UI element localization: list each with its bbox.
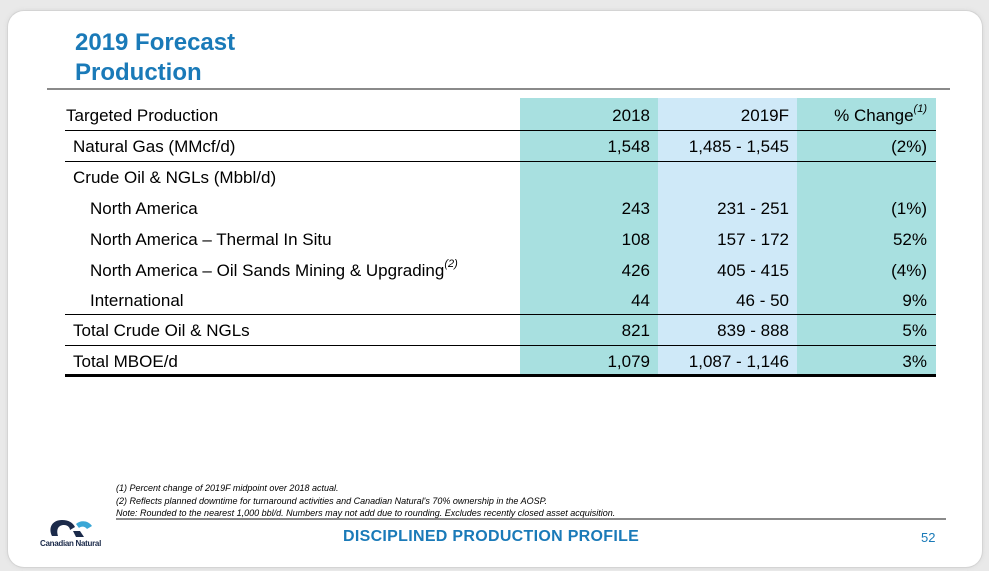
- column-2019f-shading: [658, 98, 797, 376]
- header-pct-change: % Change(1): [797, 103, 927, 126]
- table-row: Crude Oil & NGLs (Mbbl/d): [65, 162, 936, 192]
- column-change-shading: [797, 98, 936, 376]
- cell-2019f: 1,087 - 1,146: [688, 352, 789, 371]
- table-row: Total MBOE/d 1,079 1,087 - 1,146 3%: [65, 346, 936, 376]
- cell-2019f: 231 - 251: [717, 199, 789, 218]
- footnote-note: Note: Rounded to the nearest 1,000 bbl/d…: [116, 508, 616, 518]
- table-row: North America 243 231 - 251 (1%): [65, 193, 936, 223]
- footer-title: DISCIPLINED PRODUCTION PROFILE: [343, 528, 640, 545]
- page-number: 52: [921, 530, 936, 545]
- column-2018-shading: [520, 98, 658, 376]
- logo-wordmark: Canadian Natural: [40, 539, 101, 548]
- cell-pct-change: (2%): [891, 137, 927, 156]
- title-line-2: Production: [75, 59, 202, 86]
- cell-2018: 426: [621, 261, 650, 280]
- header-pct-label: % Change: [834, 106, 914, 125]
- cell-2019f: 405 - 415: [717, 261, 789, 280]
- cell-pct-change: (4%): [891, 261, 927, 280]
- cell-pct-change: 9%: [902, 291, 927, 310]
- footnotes: (1) Percent change of 2019F midpoint ove…: [116, 482, 816, 520]
- row-divider: [65, 314, 936, 315]
- table-bottom-rule: [65, 374, 936, 377]
- cell-2018: 243: [621, 199, 650, 218]
- title-divider: [47, 88, 950, 90]
- row-label: Crude Oil & NGLs (Mbbl/d): [73, 168, 277, 187]
- footer-divider: [116, 518, 946, 520]
- cell-2019f: 157 - 172: [717, 230, 789, 249]
- cell-2018: 1,079: [607, 352, 650, 371]
- header-2019f: 2019F: [740, 106, 789, 125]
- title-line-1: 2019 Forecast: [75, 29, 236, 56]
- row-label: North America – Thermal In Situ: [90, 230, 332, 249]
- cell-2019f: 839 - 888: [717, 321, 789, 340]
- footnote-1: (1) Percent change of 2019F midpoint ove…: [116, 483, 339, 493]
- row-label: North America – Oil Sands Mining & Upgra…: [90, 258, 458, 281]
- row-label: North America: [90, 199, 198, 218]
- header-pct-footnote: (1): [913, 103, 927, 115]
- cell-pct-change: 3%: [902, 352, 927, 371]
- header-divider: [65, 130, 936, 131]
- table-row: Total Crude Oil & NGLs 821 839 - 888 5%: [65, 315, 936, 345]
- cell-2018: 821: [621, 321, 650, 340]
- cell-2018: 44: [631, 291, 650, 310]
- cell-2018: 1,548: [607, 137, 650, 156]
- row-label: Total MBOE/d: [73, 352, 178, 371]
- row-label-text: North America – Oil Sands Mining & Upgra…: [90, 261, 445, 280]
- header-label: Targeted Production: [66, 106, 219, 125]
- row-divider: [65, 345, 936, 346]
- cell-2019f: 1,485 - 1,545: [688, 137, 789, 156]
- table-row: North America – Thermal In Situ 108 157 …: [65, 224, 936, 254]
- cell-pct-change: (1%): [891, 199, 927, 218]
- table-row: Natural Gas (MMcf/d) 1,548 1,485 - 1,545…: [65, 131, 936, 161]
- cell-2018: 108: [621, 230, 650, 249]
- footnote-2: (2) Reflects planned downtime for turnar…: [116, 495, 547, 506]
- row-divider: [65, 161, 936, 162]
- table-row: International 44 46 - 50 9%: [65, 285, 936, 315]
- table-header-row: Targeted Production 2018 2019F % Change(…: [65, 100, 936, 130]
- row-label: Total Crude Oil & NGLs: [73, 321, 250, 340]
- canadian-natural-logo-icon: [50, 520, 92, 537]
- header-2018: 2018: [612, 106, 650, 125]
- row-label: Natural Gas (MMcf/d): [73, 137, 236, 156]
- page-title: 2019 Forecast Production: [75, 28, 235, 88]
- row-label-footnote: (2): [444, 258, 458, 270]
- cell-pct-change: 52%: [892, 230, 927, 249]
- cell-2019f: 46 - 50: [736, 291, 789, 310]
- table-row: North America – Oil Sands Mining & Upgra…: [65, 255, 936, 285]
- cell-pct-change: 5%: [902, 321, 927, 340]
- row-label: International: [90, 291, 184, 310]
